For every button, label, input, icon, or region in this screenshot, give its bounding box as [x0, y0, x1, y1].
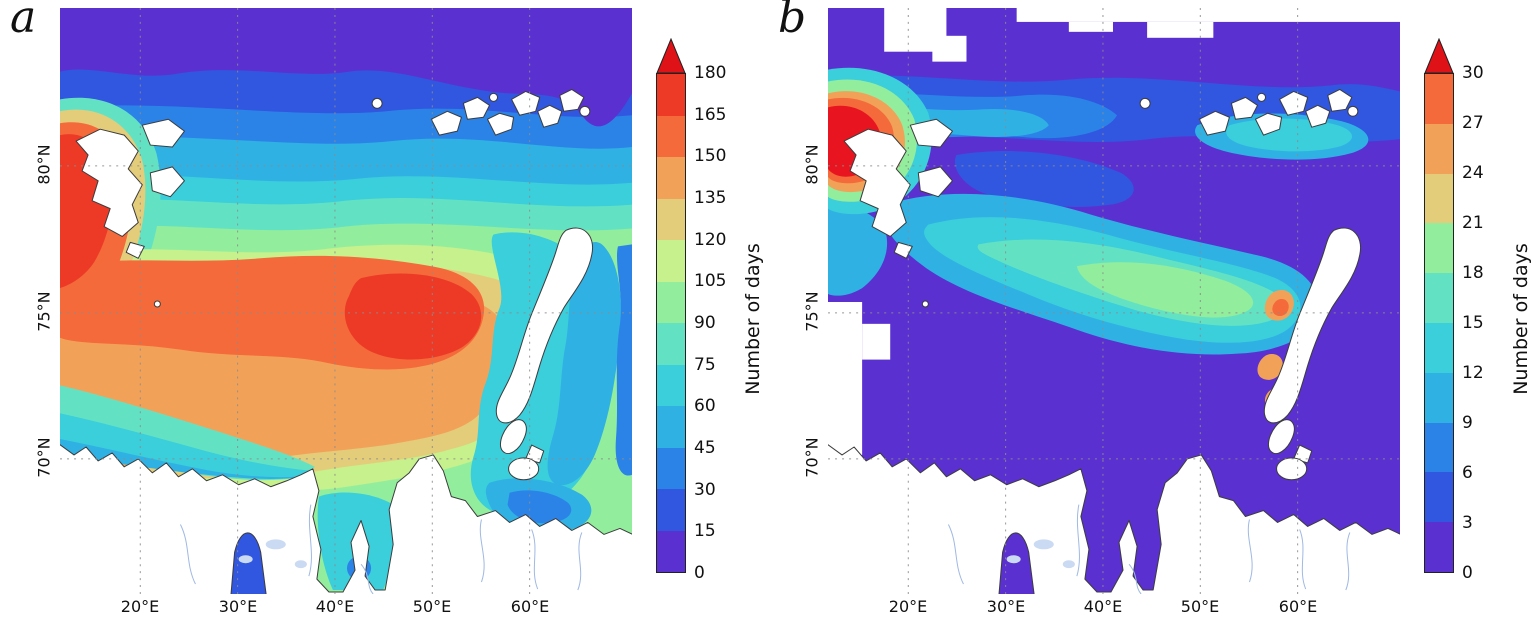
colorbar-segment — [657, 240, 685, 282]
colorbar-tick-label: 60 — [694, 396, 716, 417]
colorbar-segment — [1425, 173, 1453, 224]
colorbar-segment — [1425, 472, 1453, 523]
field-pechora-core — [507, 490, 572, 524]
colorbar-segment — [657, 115, 685, 157]
y-tick-label: 75°N — [34, 291, 54, 332]
colorbar-segment — [1425, 273, 1453, 323]
colorbar-segment — [1425, 322, 1453, 373]
colorbar-segment — [1425, 223, 1453, 274]
colorbar-segment — [657, 157, 685, 199]
colorbar-title: Number of days — [1510, 243, 1532, 395]
x-tick-label: 30°E — [218, 597, 258, 616]
colorbar-tick-label: 180 — [694, 63, 727, 83]
x-tick-label: 50°E — [412, 597, 452, 616]
colorbar-tick-label: 30 — [1462, 63, 1484, 83]
colorbar-tick-label: 150 — [694, 146, 727, 167]
colorbar-tick-label: 15 — [694, 521, 716, 542]
field-arc-green-core — [1076, 262, 1254, 318]
colorbar-tick-label: 24 — [1462, 163, 1484, 183]
colorbar-gradient — [656, 73, 686, 573]
panel-label-a: a — [10, 0, 37, 43]
colorbar-gradient — [1424, 73, 1454, 573]
field-east-edge-blue — [615, 244, 632, 476]
colorbar-segment — [1425, 522, 1453, 572]
colorbar-tick-label: 12 — [1462, 363, 1484, 383]
colorbar-tick-label: 135 — [694, 188, 727, 208]
colorbar-segment — [657, 447, 685, 489]
colorbar-segment — [657, 74, 685, 116]
field-svalbard-east-blue — [954, 151, 1134, 207]
map-panel-a — [60, 8, 632, 594]
x-tick-label: 60°E — [1278, 597, 1318, 616]
colorbar-title: Number of days — [742, 243, 764, 395]
colorbar-arrow-triangle — [656, 38, 686, 74]
colorbar-tick-label: 165 — [694, 104, 727, 125]
colorbar-segment — [657, 530, 685, 572]
field-nz-spot-orange — [1257, 353, 1283, 380]
y-tick-label: 80°N — [34, 144, 54, 185]
x-tick-label: 40°E — [1083, 597, 1123, 616]
colorbar-b: 0 3 6 9 12 15 18 21 24 27 30 — [1424, 38, 1484, 583]
colorbar-tick-label: 90 — [694, 313, 716, 333]
colorbar-tick-label: 18 — [1462, 263, 1484, 283]
colorbar-segment — [657, 364, 685, 406]
nodata-top — [1147, 21, 1214, 38]
x-tick-label: 40°E — [315, 597, 355, 616]
nodata-top — [932, 35, 967, 62]
nodata-top — [1068, 21, 1113, 32]
x-tick-label: 20°E — [888, 597, 928, 616]
y-tick-label: 70°N — [802, 437, 822, 478]
x-tick-label: 20°E — [120, 597, 160, 616]
colorbar-tick-label: 45 — [694, 438, 716, 458]
colorbar-tick-label: 9 — [1462, 413, 1473, 433]
colorbar-arrow-triangle — [1424, 38, 1454, 74]
colorbar-segment — [657, 281, 685, 323]
field-coast-cyan — [60, 413, 313, 479]
panel-label-b: b — [778, 0, 807, 43]
field-north-band-0 — [60, 8, 632, 127]
panel-b: b — [768, 0, 1536, 622]
colorbar-tick-label: 120 — [694, 229, 727, 250]
nodata-southwest — [828, 301, 863, 455]
y-tick-label: 80°N — [802, 144, 822, 185]
colorbar-tick-label: 30 — [694, 479, 716, 500]
colorbar-segment — [657, 323, 685, 365]
colorbar-arrow — [1424, 38, 1454, 74]
panel-a: a — [10, 0, 764, 616]
x-tick-label: 30°E — [986, 597, 1026, 616]
colorbar-segment — [1425, 372, 1453, 423]
colorbar-tick-label: 27 — [1462, 113, 1484, 133]
y-tick-label: 75°N — [802, 291, 822, 332]
colorbar-tick-label: 21 — [1462, 213, 1484, 233]
colorbar-tick-label: 105 — [694, 271, 727, 292]
colorbar-tick-label: 75 — [694, 354, 716, 375]
colorbar-a: 0 15 30 45 60 75 90 105 120 135 150 165 180 — [656, 38, 726, 583]
colorbar-segment — [657, 198, 685, 240]
x-tick-label: 60°E — [510, 597, 550, 616]
nodata-top — [1016, 8, 1400, 22]
colorbar-segment — [1425, 422, 1453, 473]
colorbar-tick-label: 6 — [1462, 463, 1473, 483]
field-fjl-inner — [1226, 118, 1353, 152]
field-nz-east-blue — [547, 242, 622, 486]
y-tick-label: 70°N — [34, 437, 54, 478]
colorbar-segment — [1425, 123, 1453, 174]
field-central-red-core — [344, 273, 482, 360]
colorbar-tick-label: 0 — [1462, 563, 1473, 583]
colorbar-segment — [657, 406, 685, 448]
map-panel-b — [828, 8, 1400, 594]
colorbar-tick-label: 0 — [694, 563, 705, 583]
colorbar-tick-label: 15 — [1462, 313, 1484, 333]
colorbar-arrow — [656, 38, 686, 74]
colorbar-segment — [1425, 74, 1453, 124]
colorbar-ticks: 0 3 6 9 12 15 18 21 24 27 30 — [1462, 63, 1508, 583]
nodata-southwest — [862, 323, 891, 360]
colorbar-segment — [657, 489, 685, 531]
colorbar-ticks: 0 15 30 45 60 75 90 105 120 135 150 165 180 — [694, 63, 740, 583]
colorbar-tick-label: 3 — [1462, 513, 1473, 533]
field-nz-spot-deep — [1272, 299, 1289, 317]
x-tick-label: 50°E — [1180, 597, 1220, 616]
